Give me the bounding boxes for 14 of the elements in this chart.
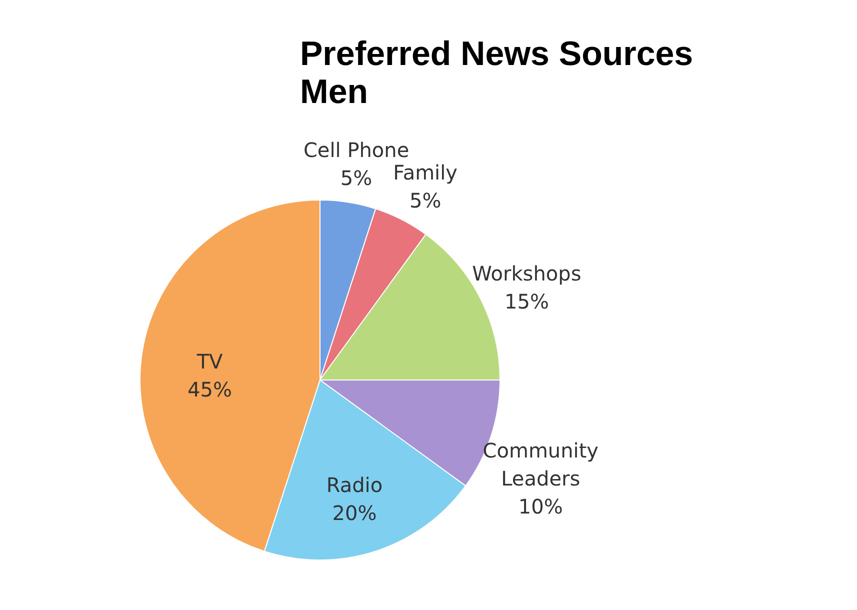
slice-label: Cell Phone: [303, 138, 410, 162]
chart-subtitle: Men: [300, 73, 368, 111]
data-label: 5%: [340, 166, 372, 190]
data-label: 15%: [504, 290, 549, 314]
slice-label: Community Leaders: [482, 438, 599, 491]
slice-label: Radio: [326, 473, 383, 498]
data-label: 5%: [409, 188, 442, 212]
slice-label: TV: [196, 350, 224, 374]
slice-label: Family: [393, 160, 458, 184]
chart-title: Preferred News Sources: [300, 35, 694, 73]
data-label: 45%: [188, 378, 232, 402]
data-label: 10%: [518, 494, 563, 519]
slice-label: Workshops: [472, 262, 582, 286]
data-label: 20%: [332, 501, 377, 526]
